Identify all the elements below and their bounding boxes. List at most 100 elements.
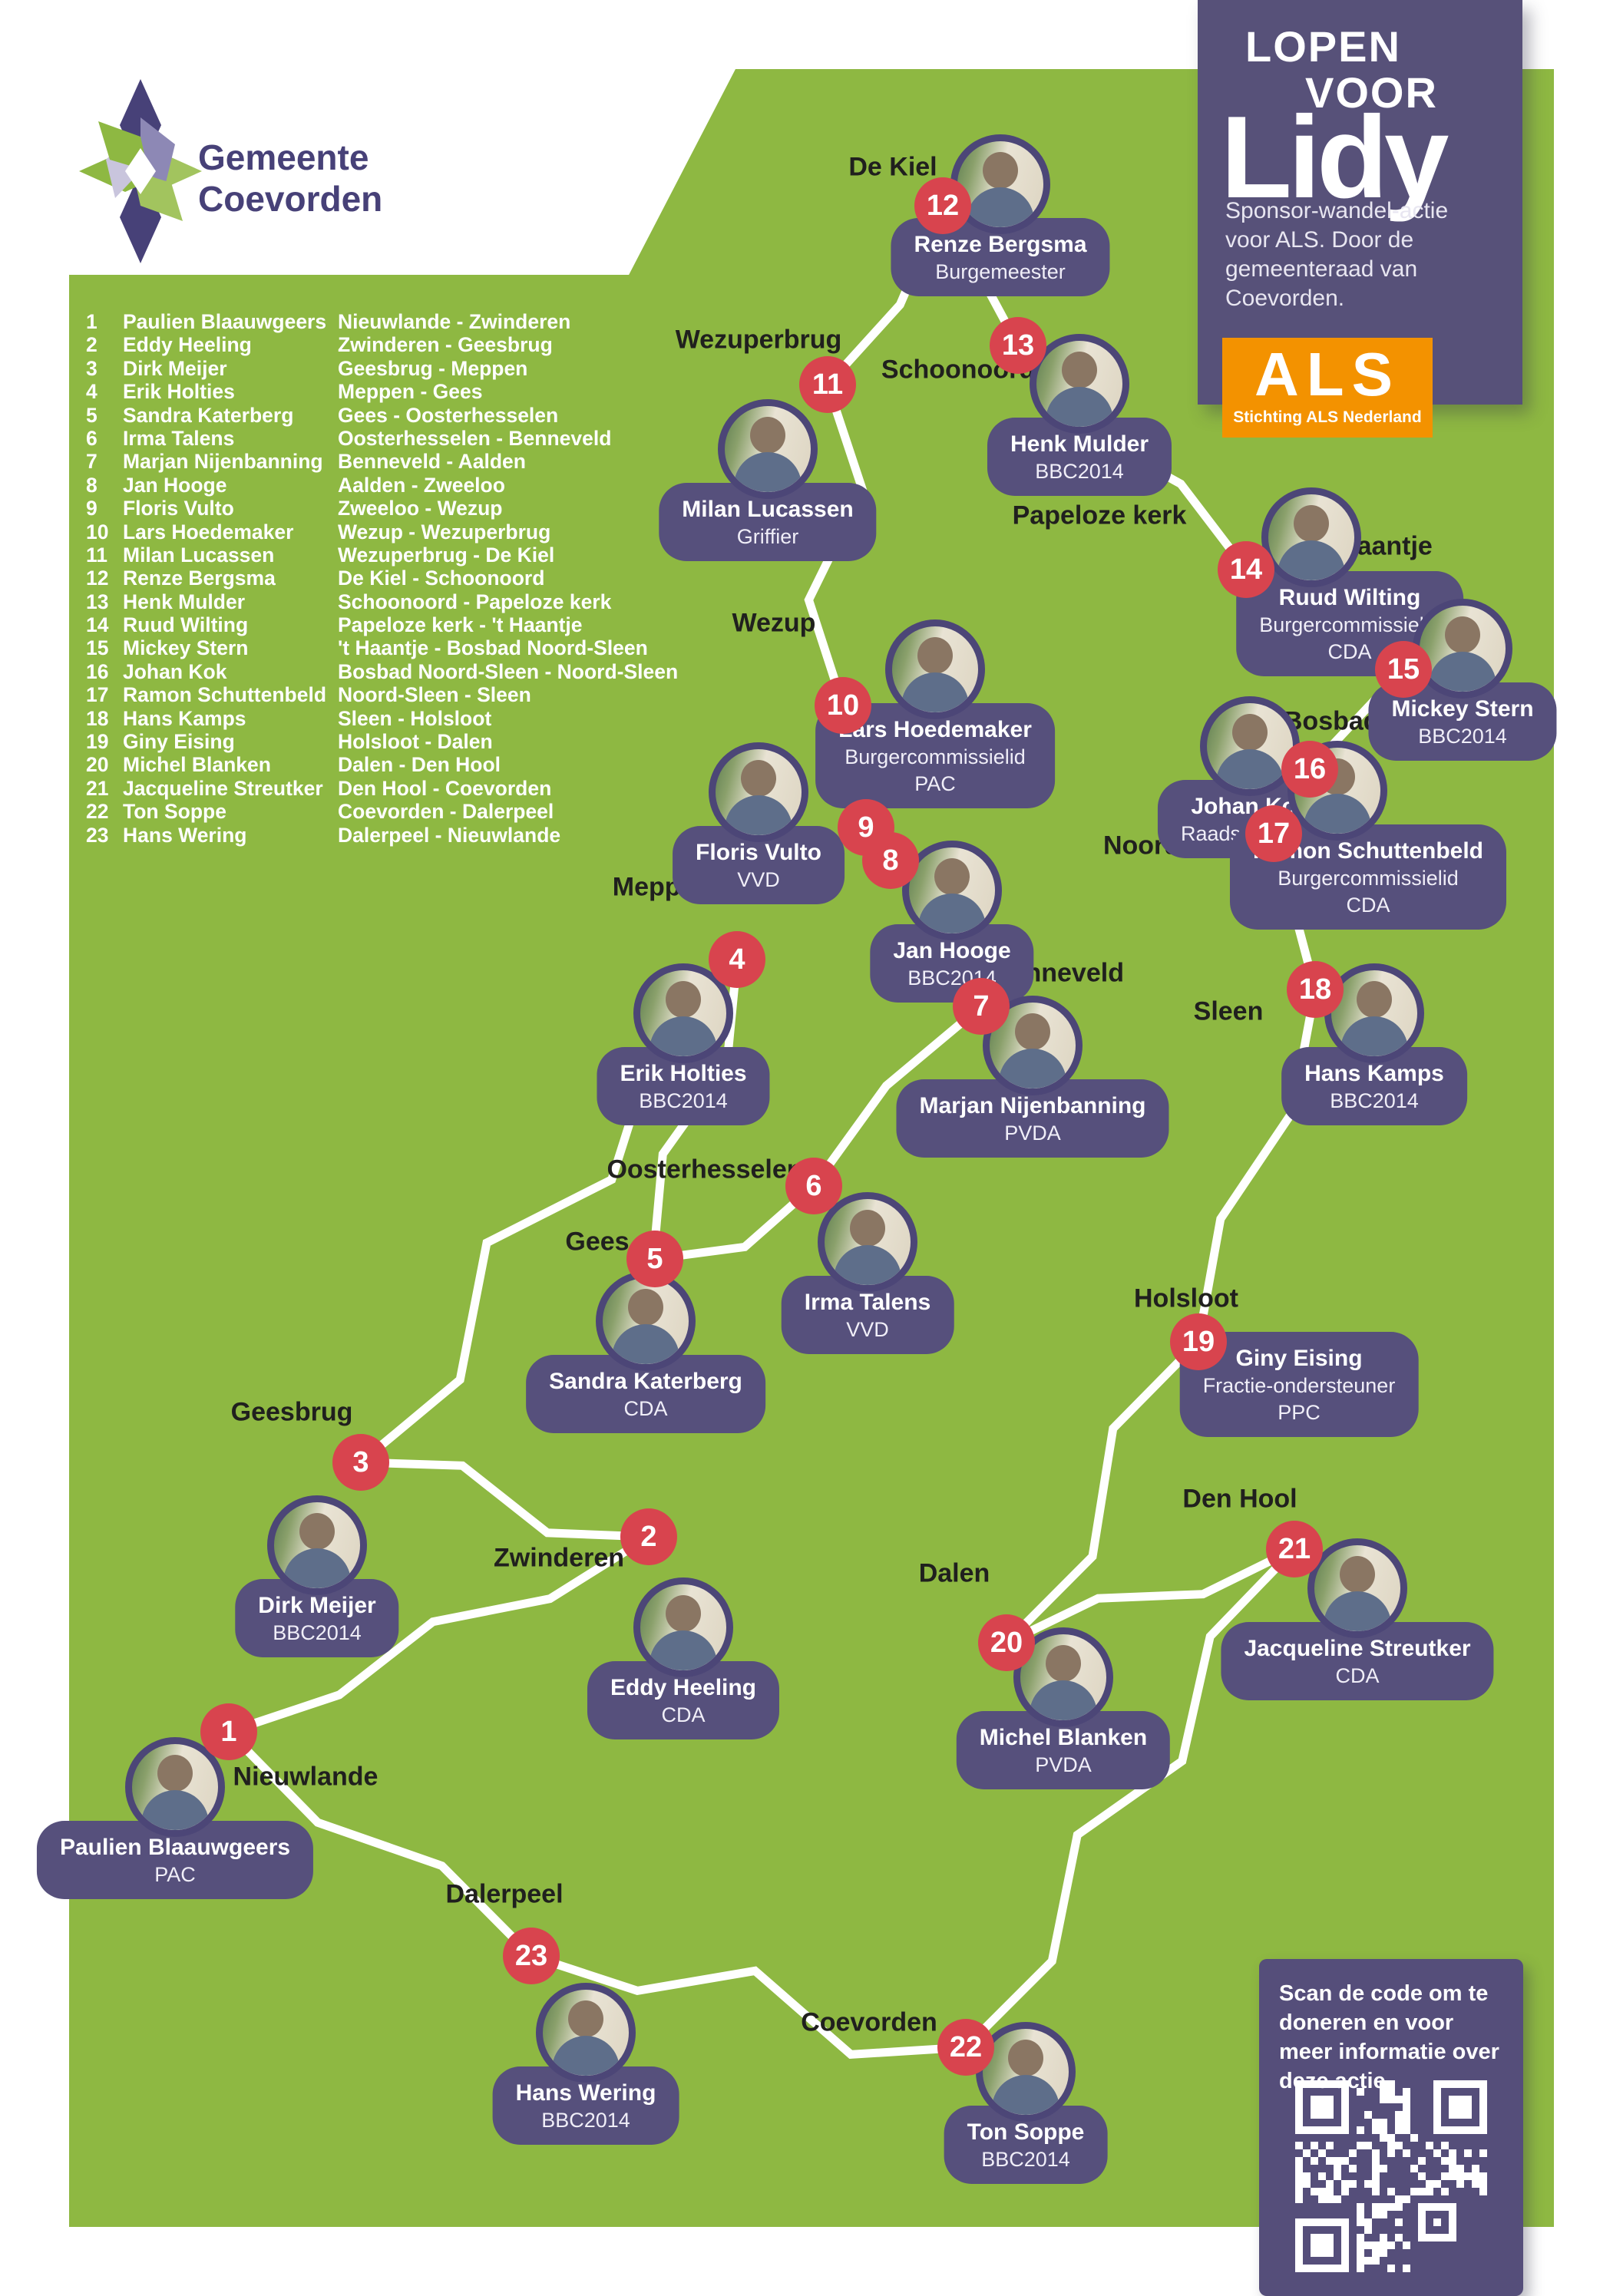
legend-number: 15: [86, 636, 109, 660]
walker-subtitle: BBC2014: [273, 1621, 362, 1644]
legend-route: Papeloze kerk - 't Haantje: [338, 613, 583, 637]
legend-row: 14 Ruud Wilting Papeloze kerk - 't Haantje: [86, 613, 678, 636]
walker-name: Milan Lucassen: [682, 497, 854, 522]
walker-subtitle: VVD: [737, 868, 780, 891]
legend-number: 11: [86, 543, 108, 567]
legend-row: 21 Jacqueline Streutker Den Hool - Coevord…: [86, 777, 678, 800]
route-segment-number-4: 4: [709, 931, 765, 988]
walker-subtitle: Griffier: [736, 525, 799, 548]
walker-subtitle: CDA: [623, 1397, 668, 1420]
qr-instructions: Scan de code om te doneren en voor meer …: [1279, 1981, 1499, 2093]
map-label-papeloze-kerk: Papeloze kerk: [1012, 500, 1187, 530]
legend-number: 23: [86, 823, 109, 847]
walker-photo: [1030, 334, 1129, 434]
legend-row: 2 Eddy Heeling Zwinderen - Geesbrug: [86, 333, 678, 356]
legend-walker-name: Michel Blanken: [123, 753, 271, 777]
legend-row: 13 Henk Mulder Schoonoord - Papeloze kerk: [86, 590, 678, 613]
route-segment-number-11: 11: [799, 356, 856, 413]
route-segment-number-23: 23: [503, 1928, 560, 1984]
logo-line1: Gemeente: [198, 137, 369, 177]
route-segment-number-18: 18: [1287, 961, 1344, 1018]
walker-name: Ruud Wilting: [1278, 585, 1421, 610]
walker-subtitle: CDA: [661, 1703, 706, 1726]
legend-row: 19 Giny Eising Holsloot - Dalen: [86, 730, 678, 753]
walker-subtitle: Burgemeester: [935, 260, 1066, 283]
legend-row: 1 Paulien Blaauwgeers Nieuwlande - Zwinder…: [86, 310, 678, 333]
legend-number: 16: [86, 659, 109, 683]
route-segment-number-2: 2: [620, 1508, 677, 1565]
legend-row: 4 Erik Holties Meppen - Gees: [86, 380, 678, 403]
legend-row: 18 Hans Kamps Sleen - Holsloot: [86, 707, 678, 730]
legend-number: 21: [86, 776, 109, 800]
walker-subtitle: PVDA: [1004, 1122, 1061, 1145]
walker-name: Giny Eising: [1235, 1346, 1363, 1371]
walker-subtitle: VVD: [846, 1318, 889, 1341]
route-segment-number-14: 14: [1218, 541, 1274, 598]
legend-route: Zwinderen - Geesbrug: [338, 333, 553, 357]
legend-number: 1: [86, 310, 98, 333]
walker-name: Erik Holties: [620, 1061, 747, 1086]
legend-number: 9: [86, 497, 98, 520]
route-segment-number-20: 20: [978, 1614, 1035, 1671]
route-segment-number-10: 10: [815, 677, 871, 734]
walker-photo: [902, 841, 1002, 940]
route-segment-number-15: 15: [1375, 641, 1432, 698]
legend-row: 17 Ramon Schuttenbeld Noord-Sleen - Sleen: [86, 683, 678, 706]
legend-route: Benneveld - Aalden: [338, 450, 526, 474]
walker-subtitle: BBC2014: [1418, 725, 1507, 748]
legend-number: 6: [86, 426, 98, 450]
legend-walker-name: Eddy Heeling: [123, 333, 252, 357]
campaign-kicker-line2: VOOR: [1305, 68, 1438, 117]
map-label-oosterhesselen: Oosterhesselen: [607, 1155, 803, 1184]
route-segment-number-6: 6: [785, 1158, 842, 1214]
als-logo-subtitle: Stichting ALS Nederland: [1233, 408, 1422, 426]
legend-walker-name: Hans Kamps: [123, 706, 246, 730]
legend-route: 't Haantje - Bosbad Noord-Sleen: [338, 636, 648, 660]
walker-subtitle: BBC2014: [541, 2109, 630, 2132]
legend-row: 20 Michel Blanken Dalen - Den Hool: [86, 753, 678, 776]
legend-row: 7 Marjan Nijenbanning Benneveld - Aalden: [86, 450, 678, 473]
legend-number: 17: [86, 683, 109, 707]
legend-row: 16 Johan Kok Bosbad Noord-Sleen - Noord-Sl…: [86, 660, 678, 683]
legend-number: 4: [86, 380, 98, 404]
legend-walker-name: Ramon Schuttenbeld: [123, 683, 327, 707]
legend-number: 7: [86, 450, 98, 474]
legend-route: Holsloot - Dalen: [338, 730, 493, 754]
walker-photo: [718, 399, 818, 499]
legend-walker-name: Renze Bergsma: [123, 567, 276, 590]
map-label-coevorden: Coevorden: [801, 2007, 937, 2037]
walker-subtitle: BBC2014: [639, 1089, 728, 1112]
map-label-nieuwlande: Nieuwlande: [233, 1762, 378, 1792]
legend-walker-name: Hans Wering: [123, 823, 247, 847]
legend-number: 14: [86, 613, 109, 637]
walker-name: Floris Vulto: [696, 840, 821, 865]
legend-route: De Kiel - Schoonoord: [338, 567, 545, 590]
walker-photo: [536, 1983, 636, 2083]
legend-number: 3: [86, 356, 98, 380]
legend-route: Wezuperbrug - De Kiel: [338, 543, 555, 567]
route-segment-number-7: 7: [953, 978, 1010, 1035]
logo-plate: Gemeente Coevorden: [69, 69, 735, 275]
legend-walker-name: Erik Holties: [123, 380, 235, 404]
map-label-gees: Gees: [565, 1227, 630, 1257]
walker-name: Dirk Meijer: [258, 1593, 376, 1618]
walker-photo: [983, 996, 1083, 1095]
legend-row: 9 Floris Vulto Zweeloo - Wezup: [86, 497, 678, 520]
walker-subtitle: BBC2014: [1330, 1089, 1419, 1112]
campaign-kicker-line1: LOPEN: [1245, 22, 1401, 71]
legend-number: 8: [86, 473, 98, 497]
legend-route: Noord-Sleen - Sleen: [338, 683, 531, 707]
map-label-geesbrug: Geesbrug: [230, 1397, 353, 1427]
walker-label: Hans Wering BBC2014: [492, 2066, 679, 2145]
legend-walker-name: Jacqueline Streutker: [123, 776, 323, 800]
walker-photo: [125, 1737, 225, 1837]
walker-subtitle: Burgercommissielid: [1259, 613, 1440, 636]
legend-number: 2: [86, 333, 98, 357]
walker-name: Sandra Katerberg: [549, 1369, 742, 1394]
qr-panel: Scan de code om te doneren en voor meer …: [1259, 1959, 1523, 2296]
walker-subtitle: Burgercommissielid: [845, 745, 1026, 768]
legend-number: 19: [86, 730, 109, 754]
legend-walker-name: Sandra Katerberg: [123, 403, 294, 427]
walker-photo: [709, 742, 808, 842]
legend-route: Zweeloo - Wezup: [338, 497, 503, 520]
